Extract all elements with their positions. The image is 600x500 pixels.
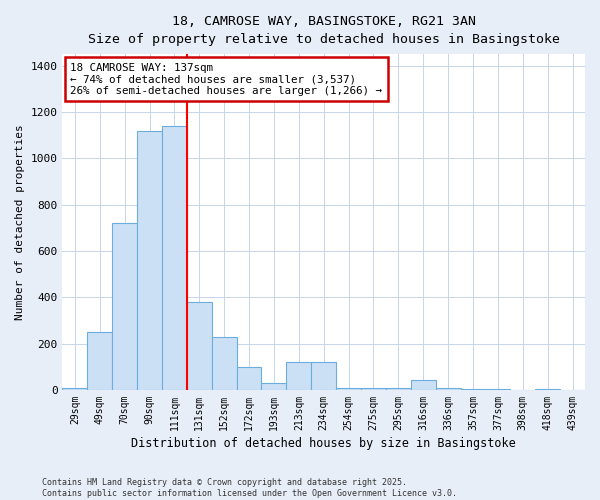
Bar — [137, 130, 162, 390]
Bar — [436, 388, 461, 390]
Text: 18 CAMROSE WAY: 137sqm
← 74% of detached houses are smaller (3,537)
26% of semi-: 18 CAMROSE WAY: 137sqm ← 74% of detached… — [70, 62, 382, 96]
Bar — [162, 126, 187, 390]
Bar — [485, 389, 511, 390]
X-axis label: Distribution of detached houses by size in Basingstoke: Distribution of detached houses by size … — [131, 437, 516, 450]
Bar — [336, 388, 361, 390]
Bar — [112, 223, 137, 390]
Bar — [262, 383, 286, 390]
Y-axis label: Number of detached properties: Number of detached properties — [15, 124, 25, 320]
Bar — [212, 336, 236, 390]
Bar — [62, 388, 88, 390]
Bar — [286, 362, 311, 390]
Bar — [461, 389, 485, 390]
Bar — [187, 302, 212, 390]
Text: Contains HM Land Registry data © Crown copyright and database right 2025.
Contai: Contains HM Land Registry data © Crown c… — [42, 478, 457, 498]
Bar — [386, 388, 411, 390]
Bar — [88, 332, 112, 390]
Bar — [311, 362, 336, 390]
Bar — [411, 380, 436, 390]
Bar — [361, 388, 386, 390]
Title: 18, CAMROSE WAY, BASINGSTOKE, RG21 3AN
Size of property relative to detached hou: 18, CAMROSE WAY, BASINGSTOKE, RG21 3AN S… — [88, 15, 560, 46]
Bar — [535, 389, 560, 390]
Bar — [236, 367, 262, 390]
